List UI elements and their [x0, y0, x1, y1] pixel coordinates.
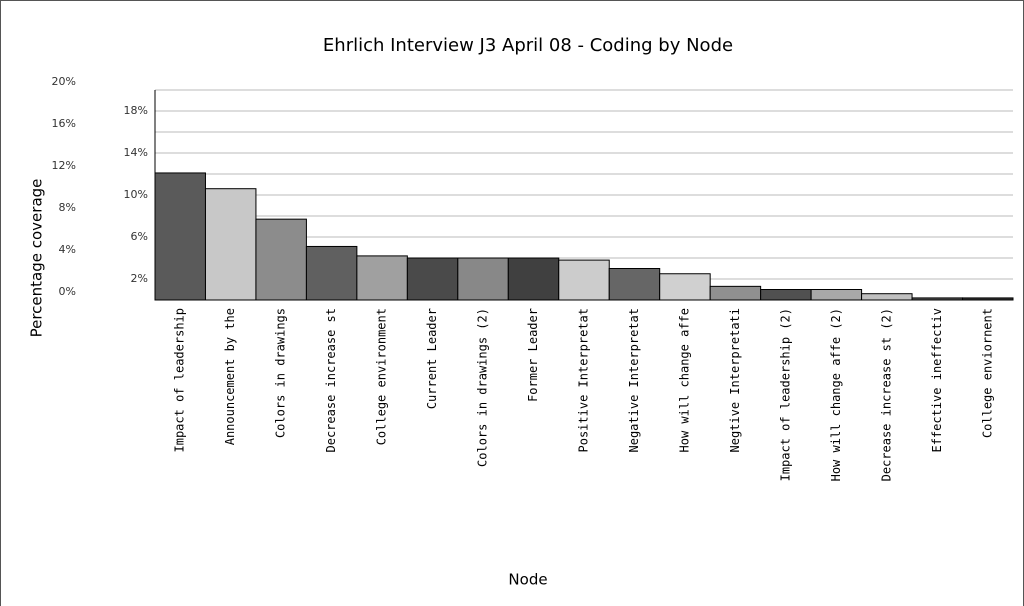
- x-tick-label: Positive Interpretat: [577, 308, 591, 453]
- y-tick-label: 14%: [124, 146, 148, 159]
- bar: [154, 172, 206, 301]
- y-axis-label: Percentage coverage: [28, 179, 46, 338]
- x-tick-label: Current Leader: [425, 308, 439, 409]
- x-tick-label: Negtive Interpretati: [728, 308, 742, 453]
- bar: [457, 257, 509, 301]
- y-tick-label: 20%: [52, 75, 76, 88]
- bar: [558, 259, 610, 301]
- bar: [507, 257, 560, 301]
- bar: [356, 255, 408, 301]
- x-tick-label: How will change affe: [677, 308, 691, 453]
- y-tick-label: 8%: [59, 201, 76, 214]
- bar: [709, 285, 762, 301]
- y-tick-label: 4%: [59, 243, 76, 256]
- x-axis-label: Node: [508, 571, 547, 589]
- x-tick-label: Colors in drawings (2): [476, 308, 490, 467]
- x-tick-label: Announcement by the: [223, 308, 237, 445]
- x-tick-label: Negative Interpretat: [627, 308, 641, 453]
- x-tick-label: Effective ineffectiv: [930, 308, 944, 453]
- bar: [204, 188, 257, 301]
- y-tick-label: 6%: [131, 230, 148, 243]
- y-tick-label: 10%: [124, 188, 148, 201]
- bar: [962, 297, 1014, 301]
- x-tick-label: Decrease increase st: [324, 308, 338, 453]
- bar: [659, 273, 711, 301]
- y-tick-label: 16%: [52, 117, 76, 130]
- bar: [608, 268, 661, 301]
- bar: [810, 289, 863, 301]
- bar: [760, 289, 812, 301]
- x-tick-label: Colors in drawings: [274, 308, 288, 438]
- x-tick-label: College environment: [375, 308, 389, 445]
- y-tick-label: 12%: [52, 159, 76, 172]
- y-tick-label: 18%: [124, 104, 148, 117]
- x-tick-label: Decrease increase st (2): [879, 308, 893, 481]
- chart-title: Ehrlich Interview J3 April 08 - Coding b…: [323, 35, 733, 56]
- y-tick-label: 2%: [131, 272, 148, 285]
- y-tick-label: 0%: [59, 285, 76, 298]
- bar: [911, 297, 964, 301]
- x-tick-label: How will change affe (2): [829, 308, 843, 481]
- x-tick-label: Impact of leadership: [173, 308, 187, 453]
- x-tick-label: College enviornent: [980, 308, 994, 438]
- bar: [406, 257, 459, 301]
- bar: [255, 218, 307, 301]
- x-tick-label: Impact of leadership (2): [778, 308, 792, 481]
- bar: [305, 245, 358, 301]
- x-tick-label: Former Leader: [526, 308, 540, 402]
- bar: [861, 293, 913, 301]
